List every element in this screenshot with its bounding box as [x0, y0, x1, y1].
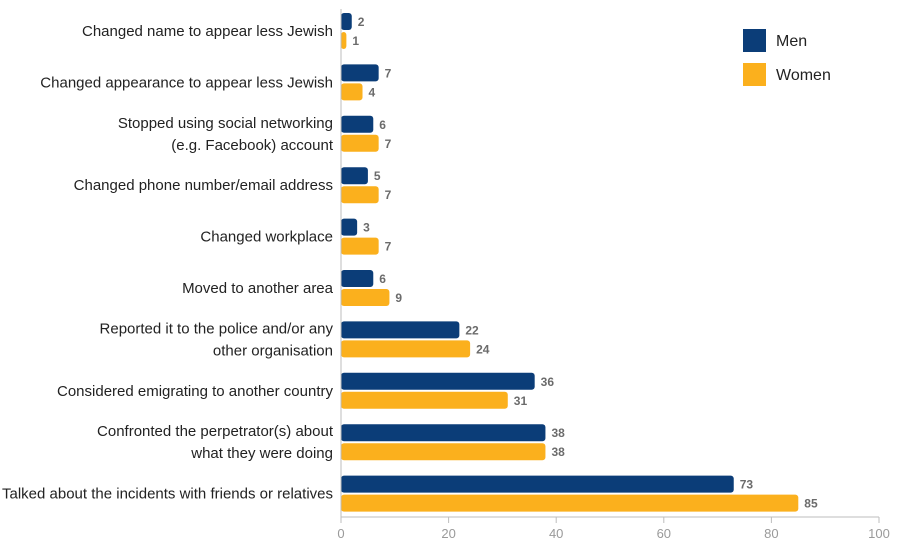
bar-men-6 — [341, 321, 460, 339]
data-label-men-6: 22 — [465, 323, 479, 337]
data-label-women-5: 9 — [395, 291, 402, 305]
bar-men-3 — [341, 167, 368, 185]
category-label-7: Considered emigrating to another country — [57, 383, 333, 400]
data-label-men-3: 5 — [374, 169, 381, 183]
bar-women-4 — [341, 237, 379, 255]
category-label-2-line-1: (e.g. Facebook) account — [171, 137, 334, 154]
category-label-4: Changed workplace — [200, 229, 333, 246]
data-label-women-2: 7 — [385, 137, 392, 151]
data-label-women-6: 24 — [476, 342, 490, 356]
x-tick-label-80: 80 — [764, 526, 778, 541]
bar-women-2 — [341, 134, 379, 152]
data-label-men-9: 73 — [740, 478, 754, 492]
bar-men-7 — [341, 372, 535, 390]
data-label-women-3: 7 — [385, 188, 392, 202]
x-tick-label-20: 20 — [441, 526, 455, 541]
data-label-men-8: 38 — [551, 426, 565, 440]
x-tick-label-100: 100 — [868, 526, 890, 541]
x-axis: 0 20 40 60 80 100 — [337, 9, 890, 541]
x-tick-label-60: 60 — [657, 526, 671, 541]
category-label-1: Changed appearance to appear less Jewish — [40, 74, 333, 91]
bar-women-6 — [341, 340, 471, 358]
bar-men-2 — [341, 115, 374, 133]
category-label-8-line-1: what they were doing — [190, 445, 333, 462]
bar-women-8 — [341, 443, 546, 461]
legend-label-men: Men — [776, 33, 807, 50]
bars-layer — [341, 13, 799, 512]
bar-women-5 — [341, 289, 390, 306]
data-label-men-2: 6 — [379, 118, 386, 132]
x-tick-label-40: 40 — [549, 526, 563, 541]
category-label-8-line-0: Confronted the perpetrator(s) about — [97, 423, 334, 440]
bar-men-0 — [341, 13, 352, 30]
bar-women-3 — [341, 186, 379, 204]
bar-women-9 — [341, 494, 799, 512]
data-label-women-9: 85 — [804, 497, 818, 511]
data-label-women-4: 7 — [385, 240, 392, 254]
legend: Men Women — [743, 29, 831, 86]
category-label-6-line-0: Reported it to the police and/or any — [100, 320, 334, 337]
data-label-women-1: 4 — [369, 85, 376, 99]
category-label-5: Moved to another area — [182, 280, 334, 297]
data-label-men-5: 6 — [379, 272, 386, 286]
data-label-women-0: 1 — [352, 34, 359, 48]
data-label-men-7: 36 — [541, 375, 555, 389]
bar-men-5 — [341, 270, 374, 287]
legend-label-women: Women — [776, 67, 831, 84]
data-label-men-1: 7 — [385, 66, 392, 80]
bar-men-1 — [341, 64, 379, 82]
bar-women-7 — [341, 391, 508, 409]
legend-swatch-women — [743, 63, 766, 86]
bar-men-8 — [341, 424, 546, 442]
legend-swatch-men — [743, 29, 766, 52]
category-label-9: Talked about the incidents with friends … — [2, 486, 333, 503]
bar-men-4 — [341, 218, 358, 236]
bar-women-1 — [341, 83, 363, 101]
bar-men-9 — [341, 475, 734, 493]
x-tick-label-0: 0 — [337, 526, 344, 541]
category-label-6-line-1: other organisation — [213, 342, 333, 359]
category-label-3: Changed phone number/email address — [74, 177, 333, 194]
category-label-2-line-0: Stopped using social networking — [118, 115, 333, 132]
data-label-women-8: 38 — [551, 445, 565, 459]
data-label-women-7: 31 — [514, 394, 528, 408]
category-label-0: Changed name to appear less Jewish — [82, 23, 333, 40]
bar-women-0 — [341, 32, 347, 49]
data-label-men-0: 2 — [358, 15, 365, 29]
data-label-men-4: 3 — [363, 221, 370, 235]
